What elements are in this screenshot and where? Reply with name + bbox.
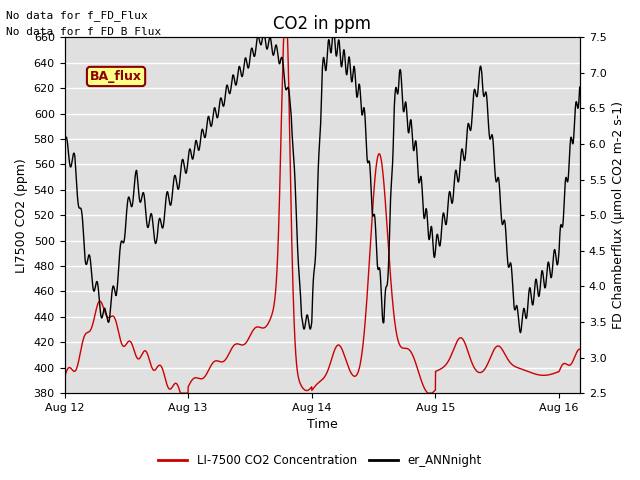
Title: CO2 in ppm: CO2 in ppm (273, 15, 371, 33)
Text: No data for f_FD_B_Flux: No data for f_FD_B_Flux (6, 26, 162, 37)
Text: No data for f_FD_Flux: No data for f_FD_Flux (6, 10, 148, 21)
Text: BA_flux: BA_flux (90, 70, 142, 83)
Legend: LI-7500 CO2 Concentration, er_ANNnight: LI-7500 CO2 Concentration, er_ANNnight (153, 449, 487, 472)
X-axis label: Time: Time (307, 419, 337, 432)
Y-axis label: FD Chamberflux (μmol CO2 m-2 s-1): FD Chamberflux (μmol CO2 m-2 s-1) (612, 101, 625, 329)
Y-axis label: LI7500 CO2 (ppm): LI7500 CO2 (ppm) (15, 158, 28, 273)
